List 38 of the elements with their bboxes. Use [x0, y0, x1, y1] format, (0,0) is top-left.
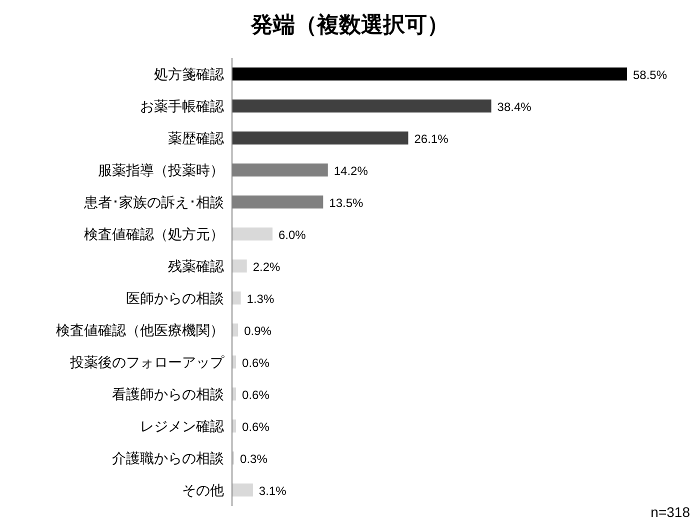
data-label: 26.1%: [414, 132, 449, 146]
bar: [232, 100, 492, 112]
y-tick-label: 看護師からの相談: [112, 386, 224, 402]
y-tick-label: 薬歴確認: [168, 130, 224, 146]
y-tick-label: 介護職からの相談: [112, 450, 224, 466]
y-tick-label: お薬手帳確認: [140, 98, 224, 114]
y-tick-label: その他: [182, 482, 224, 498]
y-tick-label: 医師からの相談: [126, 290, 224, 306]
data-label: 38.4%: [497, 100, 532, 114]
text: n=318: [650, 504, 690, 520]
y-tick-label: 残薬確認: [168, 258, 224, 274]
data-label: 6.0%: [278, 228, 306, 242]
data-label: 3.1%: [258, 484, 287, 498]
data-label: 2.2%: [252, 260, 281, 274]
data-label: 14.2%: [334, 164, 368, 178]
y-tick-label: 投薬後のフォローアップ: [69, 354, 225, 370]
bar: [232, 292, 241, 304]
y-tick-label: 検査値確認（他医療機関）: [56, 322, 224, 338]
data-label: 13.5%: [329, 196, 364, 210]
data-label: 0.6%: [242, 420, 270, 434]
data-label: 0.6%: [242, 388, 270, 402]
chart-title: 発端（複数選択可）: [250, 12, 449, 37]
y-tick-label: レジメン確認: [140, 418, 224, 434]
data-label: 58.5%: [633, 68, 668, 82]
bar: [232, 68, 627, 80]
bar: [232, 132, 408, 144]
data-label: 0.3%: [240, 452, 268, 466]
data-label: 1.3%: [246, 292, 274, 306]
data-label: 0.9%: [244, 324, 272, 338]
data-label: 0.6%: [242, 356, 270, 370]
y-tick-label: 検査値確認（処方元）: [84, 226, 224, 242]
y-tick-label: 患者･家族の訴え･相談: [83, 194, 224, 210]
bar: [232, 324, 238, 336]
bar: [232, 228, 273, 240]
bar: [232, 484, 253, 496]
y-tick-label: 服薬指導（投薬時）: [98, 162, 224, 178]
bar: [232, 260, 247, 272]
y-tick-label: 処方箋確認: [154, 66, 224, 82]
